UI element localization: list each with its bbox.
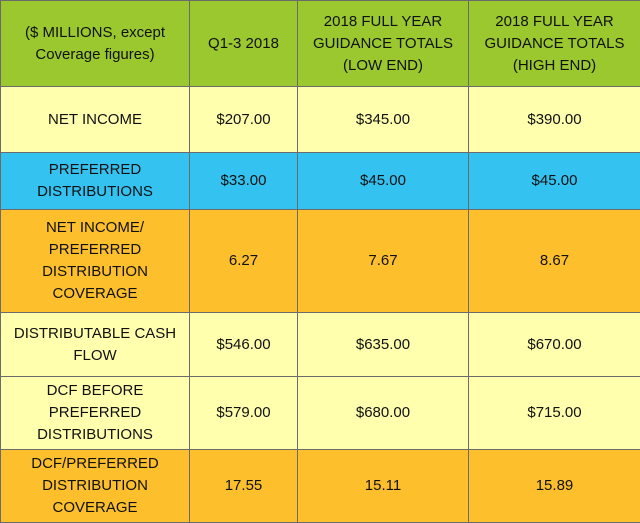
cell-q1-3-2018: $579.00	[190, 377, 298, 450]
cell-guidance-low: $680.00	[298, 377, 469, 450]
row-label: NET INCOME	[1, 87, 190, 153]
cell-q1-3-2018: $207.00	[190, 87, 298, 153]
cell-guidance-low: $635.00	[298, 313, 469, 377]
table-row: PREFERRED DISTRIBUTIONS $33.00 $45.00 $4…	[1, 153, 640, 210]
table-row: DCF/PREFERRED DISTRIBUTION COVERAGE 17.5…	[1, 450, 640, 523]
cell-guidance-low: $345.00	[298, 87, 469, 153]
table-row: NET INCOME $207.00 $345.00 $390.00	[1, 87, 640, 153]
row-label: DCF BEFORE PREFERRED DISTRIBUTIONS	[1, 377, 190, 450]
cell-guidance-high: $670.00	[469, 313, 640, 377]
cell-q1-3-2018: 6.27	[190, 210, 298, 313]
row-label: PREFERRED DISTRIBUTIONS	[1, 153, 190, 210]
cell-guidance-high: 15.89	[469, 450, 640, 523]
row-label: DISTRIBUTABLE CASH FLOW	[1, 313, 190, 377]
cell-guidance-low: 7.67	[298, 210, 469, 313]
header-guidance-high: 2018 FULL YEAR GUIDANCE TOTALS (HIGH END…	[469, 1, 640, 87]
row-label: DCF/PREFERRED DISTRIBUTION COVERAGE	[1, 450, 190, 523]
cell-q1-3-2018: $546.00	[190, 313, 298, 377]
header-label: ($ MILLIONS, except Coverage figures)	[1, 1, 190, 87]
cell-guidance-high: $45.00	[469, 153, 640, 210]
header-q1-3-2018: Q1-3 2018	[190, 1, 298, 87]
cell-guidance-high: $715.00	[469, 377, 640, 450]
cell-guidance-high: $390.00	[469, 87, 640, 153]
table-row: DCF BEFORE PREFERRED DISTRIBUTIONS $579.…	[1, 377, 640, 450]
cell-guidance-low: 15.11	[298, 450, 469, 523]
cell-q1-3-2018: 17.55	[190, 450, 298, 523]
header-row: ($ MILLIONS, except Coverage figures) Q1…	[1, 1, 640, 87]
header-guidance-low: 2018 FULL YEAR GUIDANCE TOTALS (LOW END)	[298, 1, 469, 87]
cell-guidance-low: $45.00	[298, 153, 469, 210]
row-label: NET INCOME/ PREFERRED DISTRIBUTION COVER…	[1, 210, 190, 313]
table-row: NET INCOME/ PREFERRED DISTRIBUTION COVER…	[1, 210, 640, 313]
cell-guidance-high: 8.67	[469, 210, 640, 313]
table-row: DISTRIBUTABLE CASH FLOW $546.00 $635.00 …	[1, 313, 640, 377]
cell-q1-3-2018: $33.00	[190, 153, 298, 210]
